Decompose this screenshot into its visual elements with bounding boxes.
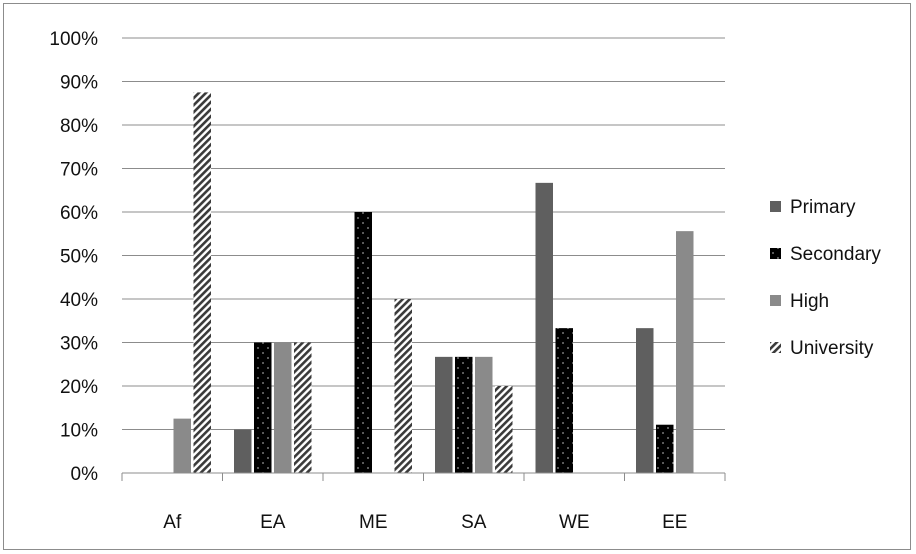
bar-secondary-we: [555, 328, 573, 473]
bar-university-me: [394, 299, 412, 473]
y-axis-tick-labels: 0% 10% 20% 30% 40% 50% 60% 70% 80% 90% 100%: [49, 29, 98, 485]
bar-primary-we: [535, 182, 553, 474]
bar-secondary-ea: [254, 342, 272, 473]
legend-label-high: High: [790, 291, 829, 312]
legend-label-secondary: Secondary: [790, 244, 881, 265]
y-tick-label: 50%: [60, 247, 98, 268]
x-tick-label: WE: [559, 512, 590, 533]
y-tick-label: 0%: [71, 464, 99, 485]
bar-secondary-me: [354, 212, 372, 473]
y-tick-label: 80%: [60, 116, 98, 137]
x-tick-label: ME: [359, 512, 388, 533]
bar-primary-sa: [435, 356, 453, 473]
bar-secondary-ee: [656, 424, 674, 473]
legend-swatch-university: [770, 342, 781, 353]
bar-high-ee: [676, 231, 694, 473]
y-tick-label: 40%: [60, 290, 98, 311]
y-tick-label: 60%: [60, 203, 98, 224]
y-tick-label: 90%: [60, 73, 98, 94]
bar-university-ea: [294, 342, 312, 473]
bar-high-ea: [274, 342, 292, 473]
x-tick-label: EE: [662, 512, 687, 533]
bar-secondary-sa: [455, 356, 473, 473]
y-tick-label: 30%: [60, 334, 98, 355]
y-tick-label: 100%: [49, 29, 98, 50]
bar-primary-ea: [234, 429, 252, 473]
y-tick-label: 70%: [60, 160, 98, 181]
x-tick-label: Af: [163, 512, 182, 533]
x-axis: [121, 472, 726, 481]
legend-label-primary: Primary: [790, 197, 856, 218]
legend-label-university: University: [790, 338, 874, 359]
bar-primary-ee: [636, 328, 654, 473]
gridlines: [122, 37, 725, 430]
legend-swatch-high: [770, 295, 781, 306]
y-tick-label: 10%: [60, 421, 98, 442]
legend-swatch-primary: [770, 201, 781, 212]
x-tick-label: EA: [260, 512, 286, 533]
legend-swatch-secondary: [770, 248, 781, 259]
bar-university-af: [193, 92, 211, 473]
bar-high-af: [173, 418, 191, 473]
bar-university-sa: [495, 386, 513, 473]
legend: Primary Secondary High University: [770, 197, 881, 359]
bars: [173, 92, 694, 474]
x-tick-label: SA: [461, 512, 487, 533]
bar-high-sa: [475, 356, 493, 473]
y-tick-label: 20%: [60, 377, 98, 398]
x-axis-tick-labels: Af EA ME SA WE EE: [163, 512, 687, 533]
